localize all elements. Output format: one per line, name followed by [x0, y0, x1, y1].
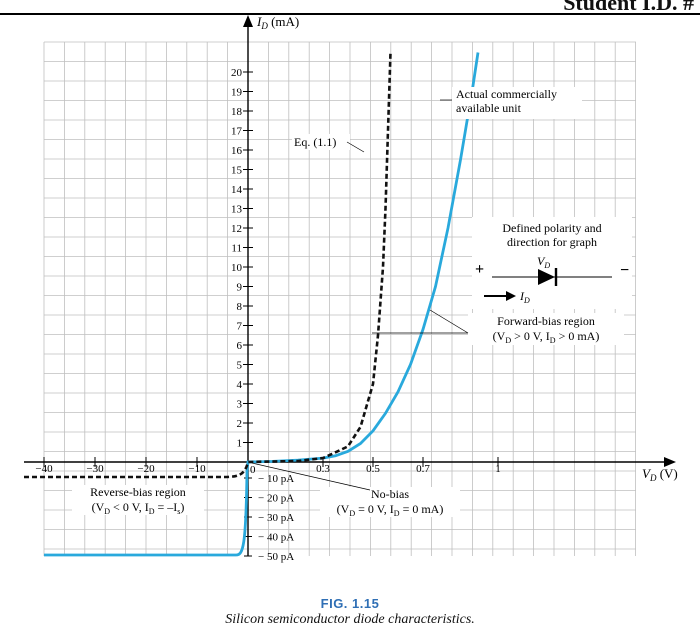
y-tick-label: 7: [237, 321, 243, 333]
y-tick-label: 2: [237, 418, 243, 430]
pa-tick-label: − 50 pA: [258, 551, 294, 563]
nobias-label-2: (VD = 0 V, ID = 0 mA): [337, 502, 444, 518]
y-tick-label: 1: [237, 438, 243, 450]
plus-sign: +: [475, 261, 484, 278]
y-tick-label: 12: [231, 223, 242, 235]
curve-eq-1-1: [24, 52, 392, 479]
current-arrow-icon: [506, 291, 516, 301]
forward-leader-2: [429, 309, 469, 334]
forward-label-2: (VD > 0 V, ID > 0 mA): [493, 329, 600, 345]
y-axis-arrow: [243, 15, 253, 27]
x-tick-label: −30: [86, 463, 104, 475]
x-tick-label: −40: [35, 463, 53, 475]
eq-leader: [346, 141, 365, 153]
origin-label: 0: [250, 464, 256, 476]
forward-bias-annotation: Forward-bias region (VD > 0 V, ID > 0 mA…: [372, 309, 624, 345]
y-tick-label: 19: [231, 87, 243, 99]
minus-sign: −: [620, 262, 629, 279]
reverse-label-2: (VD < 0 V, ID = –Is): [92, 500, 185, 516]
figure-caption: Silicon semiconductor diode characterist…: [225, 612, 475, 627]
y-tick-label: 9: [237, 282, 243, 294]
pa-tick-label: − 30 pA: [258, 512, 294, 524]
top-rule: [0, 13, 700, 15]
x-axis-title: VD (V): [642, 466, 678, 483]
pa-tick-label: − 10 pA: [258, 473, 294, 485]
pa-tick-label: − 20 pA: [258, 493, 294, 505]
forward-label-1: Forward-bias region: [497, 314, 595, 328]
x-axis-arrow: [664, 457, 676, 467]
y-tick-label: 14: [231, 184, 243, 196]
eq-annotation: Eq. (1.1): [292, 134, 365, 153]
diode-symbol-icon: [538, 269, 555, 285]
reverse-label-1: Reverse-bias region: [90, 485, 186, 499]
x-tick-label: −20: [137, 463, 155, 475]
y-tick-label: 5: [237, 360, 243, 372]
x-tick-label: 0.7: [416, 463, 430, 475]
x-tick-label: −10: [188, 463, 206, 475]
y-tick-label: 8: [237, 301, 243, 313]
id-label: ID: [519, 289, 530, 305]
no-bias-annotation: No-bias (VD = 0 V, ID = 0 mA): [251, 462, 460, 518]
y-tick-label: 20: [231, 67, 243, 79]
y-tick-label: 11: [231, 243, 242, 255]
figure-label: FIG. 1.15: [320, 596, 380, 611]
x-tick-label: 0.5: [366, 463, 380, 475]
y-tick-label: 15: [231, 165, 243, 177]
x-tick-label: 0.3: [316, 463, 330, 475]
eq-label: Eq. (1.1): [294, 135, 336, 149]
actual-unit-label-2: available unit: [456, 101, 522, 115]
y-tick-label: 4: [237, 379, 243, 391]
pa-tick-label: − 40 pA: [258, 532, 294, 544]
reverse-bias-annotation: Reverse-bias region (VD < 0 V, ID = –Is): [72, 485, 204, 516]
y-tick-label: 10: [231, 262, 243, 274]
x-tick-label: 1: [495, 463, 501, 475]
header-fragment: Student I.D. #: [563, 0, 694, 15]
polarity-label-1: Defined polarity and: [502, 221, 601, 235]
y-tick-label: 13: [231, 204, 243, 216]
polarity-box: Defined polarity and direction for graph…: [472, 217, 632, 309]
y-tick-label: 17: [231, 126, 243, 138]
polarity-label-2: direction for graph: [507, 235, 597, 249]
nobias-label-1: No-bias: [371, 487, 409, 501]
y-tick-label: 3: [237, 399, 243, 411]
actual-unit-annotation: Actual commercially available unit: [440, 87, 582, 119]
y-axis-title: ID (mA): [256, 14, 299, 31]
y-tick-label: 16: [231, 145, 243, 157]
y-tick-label: 6: [237, 340, 243, 352]
y-tick-label: 18: [231, 106, 243, 118]
nobias-leader: [251, 462, 371, 491]
actual-unit-label-1: Actual commercially: [456, 87, 557, 101]
curves: [24, 52, 480, 557]
vd-label: VD: [537, 254, 550, 270]
